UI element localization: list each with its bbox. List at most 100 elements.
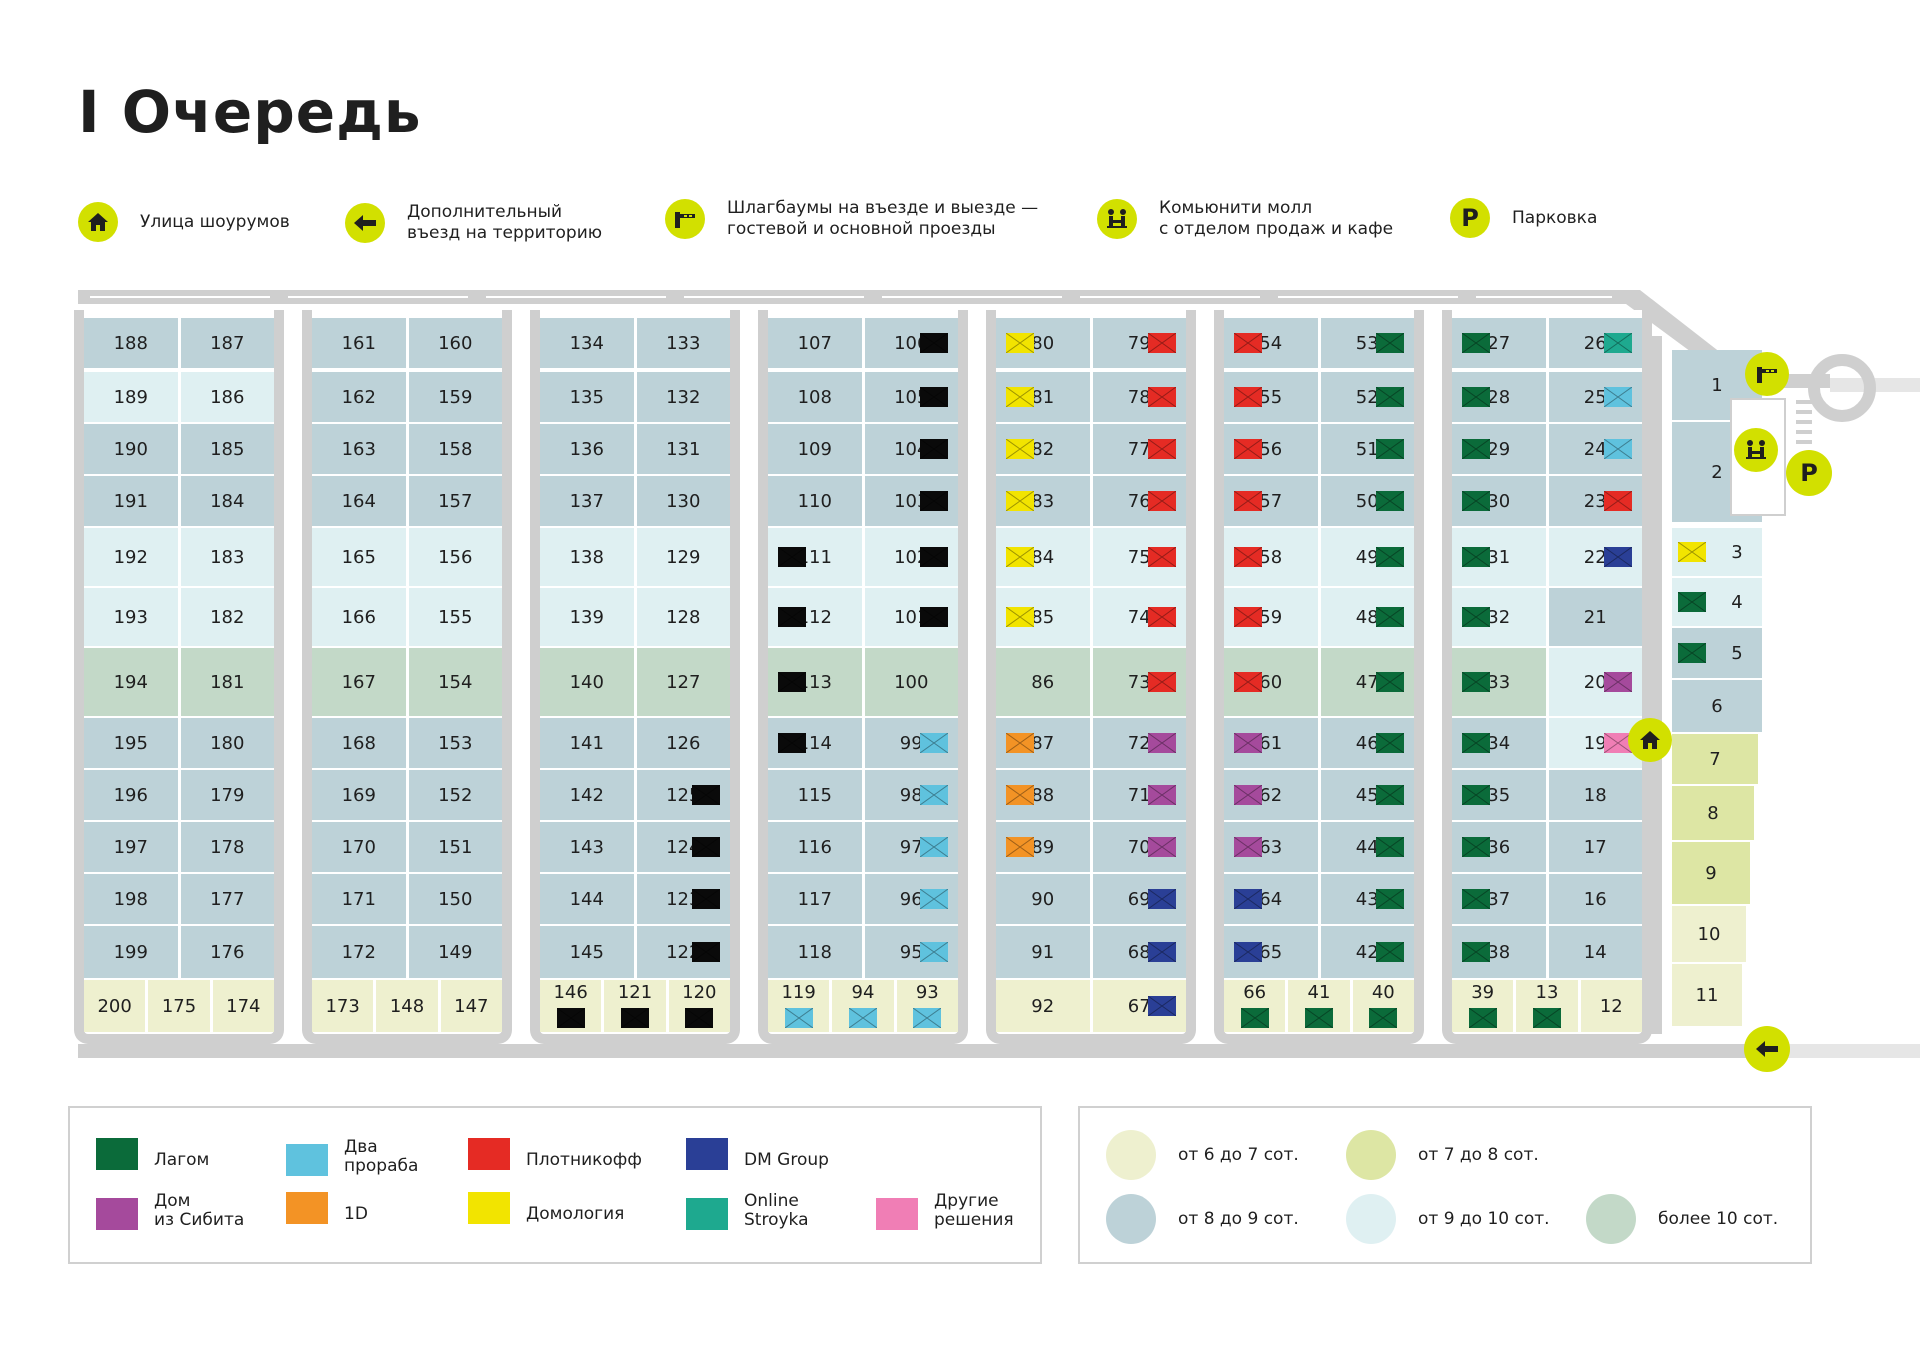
plot-111[interactable]: 111 bbox=[768, 528, 862, 586]
plot-135[interactable]: 135 bbox=[540, 372, 634, 422]
plot-137[interactable]: 137 bbox=[540, 476, 634, 526]
plot-9[interactable]: 9 bbox=[1672, 842, 1750, 904]
plot-130[interactable]: 130 bbox=[636, 476, 730, 526]
plot-147[interactable]: 147 bbox=[440, 980, 502, 1032]
plot-131[interactable]: 131 bbox=[636, 424, 730, 474]
plot-176[interactable]: 176 bbox=[180, 926, 274, 978]
plot-128[interactable]: 128 bbox=[636, 588, 730, 646]
plot-104[interactable]: 104 bbox=[864, 424, 958, 474]
plot-110[interactable]: 110 bbox=[768, 476, 862, 526]
plot-156[interactable]: 156 bbox=[408, 528, 502, 586]
plot-171[interactable]: 171 bbox=[312, 874, 406, 924]
plot-10[interactable]: 10 bbox=[1672, 906, 1746, 962]
plot-100[interactable]: 100 bbox=[864, 648, 958, 716]
plot-139[interactable]: 139 bbox=[540, 588, 634, 646]
plot-152[interactable]: 152 bbox=[408, 770, 502, 820]
plot-92[interactable]: 92 bbox=[996, 980, 1090, 1032]
plot-189[interactable]: 189 bbox=[84, 372, 178, 422]
plot-132[interactable]: 132 bbox=[636, 372, 730, 422]
plot-157[interactable]: 157 bbox=[408, 476, 502, 526]
plot-193[interactable]: 193 bbox=[84, 588, 178, 646]
plot-149[interactable]: 149 bbox=[408, 926, 502, 978]
plot-148[interactable]: 148 bbox=[376, 980, 438, 1032]
plot-93[interactable]: 93 bbox=[896, 980, 958, 1032]
plot-117[interactable]: 117 bbox=[768, 874, 862, 924]
plot-192[interactable]: 192 bbox=[84, 528, 178, 586]
plot-40[interactable]: 40 bbox=[1352, 980, 1414, 1032]
plot-102[interactable]: 102 bbox=[864, 528, 958, 586]
plot-21[interactable]: 21 bbox=[1548, 588, 1642, 646]
plot-153[interactable]: 153 bbox=[408, 718, 502, 768]
plot-12[interactable]: 12 bbox=[1580, 980, 1642, 1032]
plot-125[interactable]: 125 bbox=[636, 770, 730, 820]
plot-158[interactable]: 158 bbox=[408, 424, 502, 474]
plot-133[interactable]: 133 bbox=[636, 318, 730, 368]
plot-186[interactable]: 186 bbox=[180, 372, 274, 422]
plot-164[interactable]: 164 bbox=[312, 476, 406, 526]
plot-74[interactable]: 74 bbox=[1092, 588, 1186, 646]
plot-196[interactable]: 196 bbox=[84, 770, 178, 820]
plot-166[interactable]: 166 bbox=[312, 588, 406, 646]
plot-145[interactable]: 145 bbox=[540, 926, 634, 978]
plot-173[interactable]: 173 bbox=[312, 980, 374, 1032]
plot-90[interactable]: 90 bbox=[996, 874, 1090, 924]
plot-143[interactable]: 143 bbox=[540, 822, 634, 872]
plot-177[interactable]: 177 bbox=[180, 874, 274, 924]
plot-151[interactable]: 151 bbox=[408, 822, 502, 872]
parking-icon[interactable]: P bbox=[1786, 450, 1832, 496]
plot-127[interactable]: 127 bbox=[636, 648, 730, 716]
plot-199[interactable]: 199 bbox=[84, 926, 178, 978]
plot-154[interactable]: 154 bbox=[408, 648, 502, 716]
plot-198[interactable]: 198 bbox=[84, 874, 178, 924]
plot-129[interactable]: 129 bbox=[636, 528, 730, 586]
plot-142[interactable]: 142 bbox=[540, 770, 634, 820]
plot-172[interactable]: 172 bbox=[312, 926, 406, 978]
plot-181[interactable]: 181 bbox=[180, 648, 274, 716]
plot-162[interactable]: 162 bbox=[312, 372, 406, 422]
plot-7[interactable]: 7 bbox=[1672, 734, 1758, 784]
plot-141[interactable]: 141 bbox=[540, 718, 634, 768]
plot-183[interactable]: 183 bbox=[180, 528, 274, 586]
plot-165[interactable]: 165 bbox=[312, 528, 406, 586]
plot-67[interactable]: 67 bbox=[1092, 980, 1186, 1032]
plot-116[interactable]: 116 bbox=[768, 822, 862, 872]
plot-138[interactable]: 138 bbox=[540, 528, 634, 586]
plot-155[interactable]: 155 bbox=[408, 588, 502, 646]
plot-16[interactable]: 16 bbox=[1548, 874, 1642, 924]
plot-174[interactable]: 174 bbox=[212, 980, 274, 1032]
plot-122[interactable]: 122 bbox=[636, 926, 730, 978]
plot-134[interactable]: 134 bbox=[540, 318, 634, 368]
plot-160[interactable]: 160 bbox=[408, 318, 502, 368]
plot-86[interactable]: 86 bbox=[996, 648, 1090, 716]
plot-180[interactable]: 180 bbox=[180, 718, 274, 768]
plot-105[interactable]: 105 bbox=[864, 372, 958, 422]
plot-185[interactable]: 185 bbox=[180, 424, 274, 474]
plot-187[interactable]: 187 bbox=[180, 318, 274, 368]
plot-167[interactable]: 167 bbox=[312, 648, 406, 716]
plot-179[interactable]: 179 bbox=[180, 770, 274, 820]
plot-118[interactable]: 118 bbox=[768, 926, 862, 978]
plot-191[interactable]: 191 bbox=[84, 476, 178, 526]
plot-194[interactable]: 194 bbox=[84, 648, 178, 716]
plot-107[interactable]: 107 bbox=[768, 318, 862, 368]
plot-163[interactable]: 163 bbox=[312, 424, 406, 474]
arrow-left-icon[interactable] bbox=[1744, 1026, 1790, 1072]
plot-169[interactable]: 169 bbox=[312, 770, 406, 820]
plot-109[interactable]: 109 bbox=[768, 424, 862, 474]
plot-190[interactable]: 190 bbox=[84, 424, 178, 474]
plot-79[interactable]: 79 bbox=[1092, 318, 1186, 368]
people-icon[interactable] bbox=[1734, 428, 1778, 472]
plot-182[interactable]: 182 bbox=[180, 588, 274, 646]
plot-136[interactable]: 136 bbox=[540, 424, 634, 474]
plot-17[interactable]: 17 bbox=[1548, 822, 1642, 872]
plot-140[interactable]: 140 bbox=[540, 648, 634, 716]
plot-184[interactable]: 184 bbox=[180, 476, 274, 526]
plot-178[interactable]: 178 bbox=[180, 822, 274, 872]
plot-8[interactable]: 8 bbox=[1672, 786, 1754, 840]
plot-168[interactable]: 168 bbox=[312, 718, 406, 768]
plot-115[interactable]: 115 bbox=[768, 770, 862, 820]
plot-161[interactable]: 161 bbox=[312, 318, 406, 368]
plot-108[interactable]: 108 bbox=[768, 372, 862, 422]
plot-18[interactable]: 18 bbox=[1548, 770, 1642, 820]
plot-200[interactable]: 200 bbox=[84, 980, 146, 1032]
